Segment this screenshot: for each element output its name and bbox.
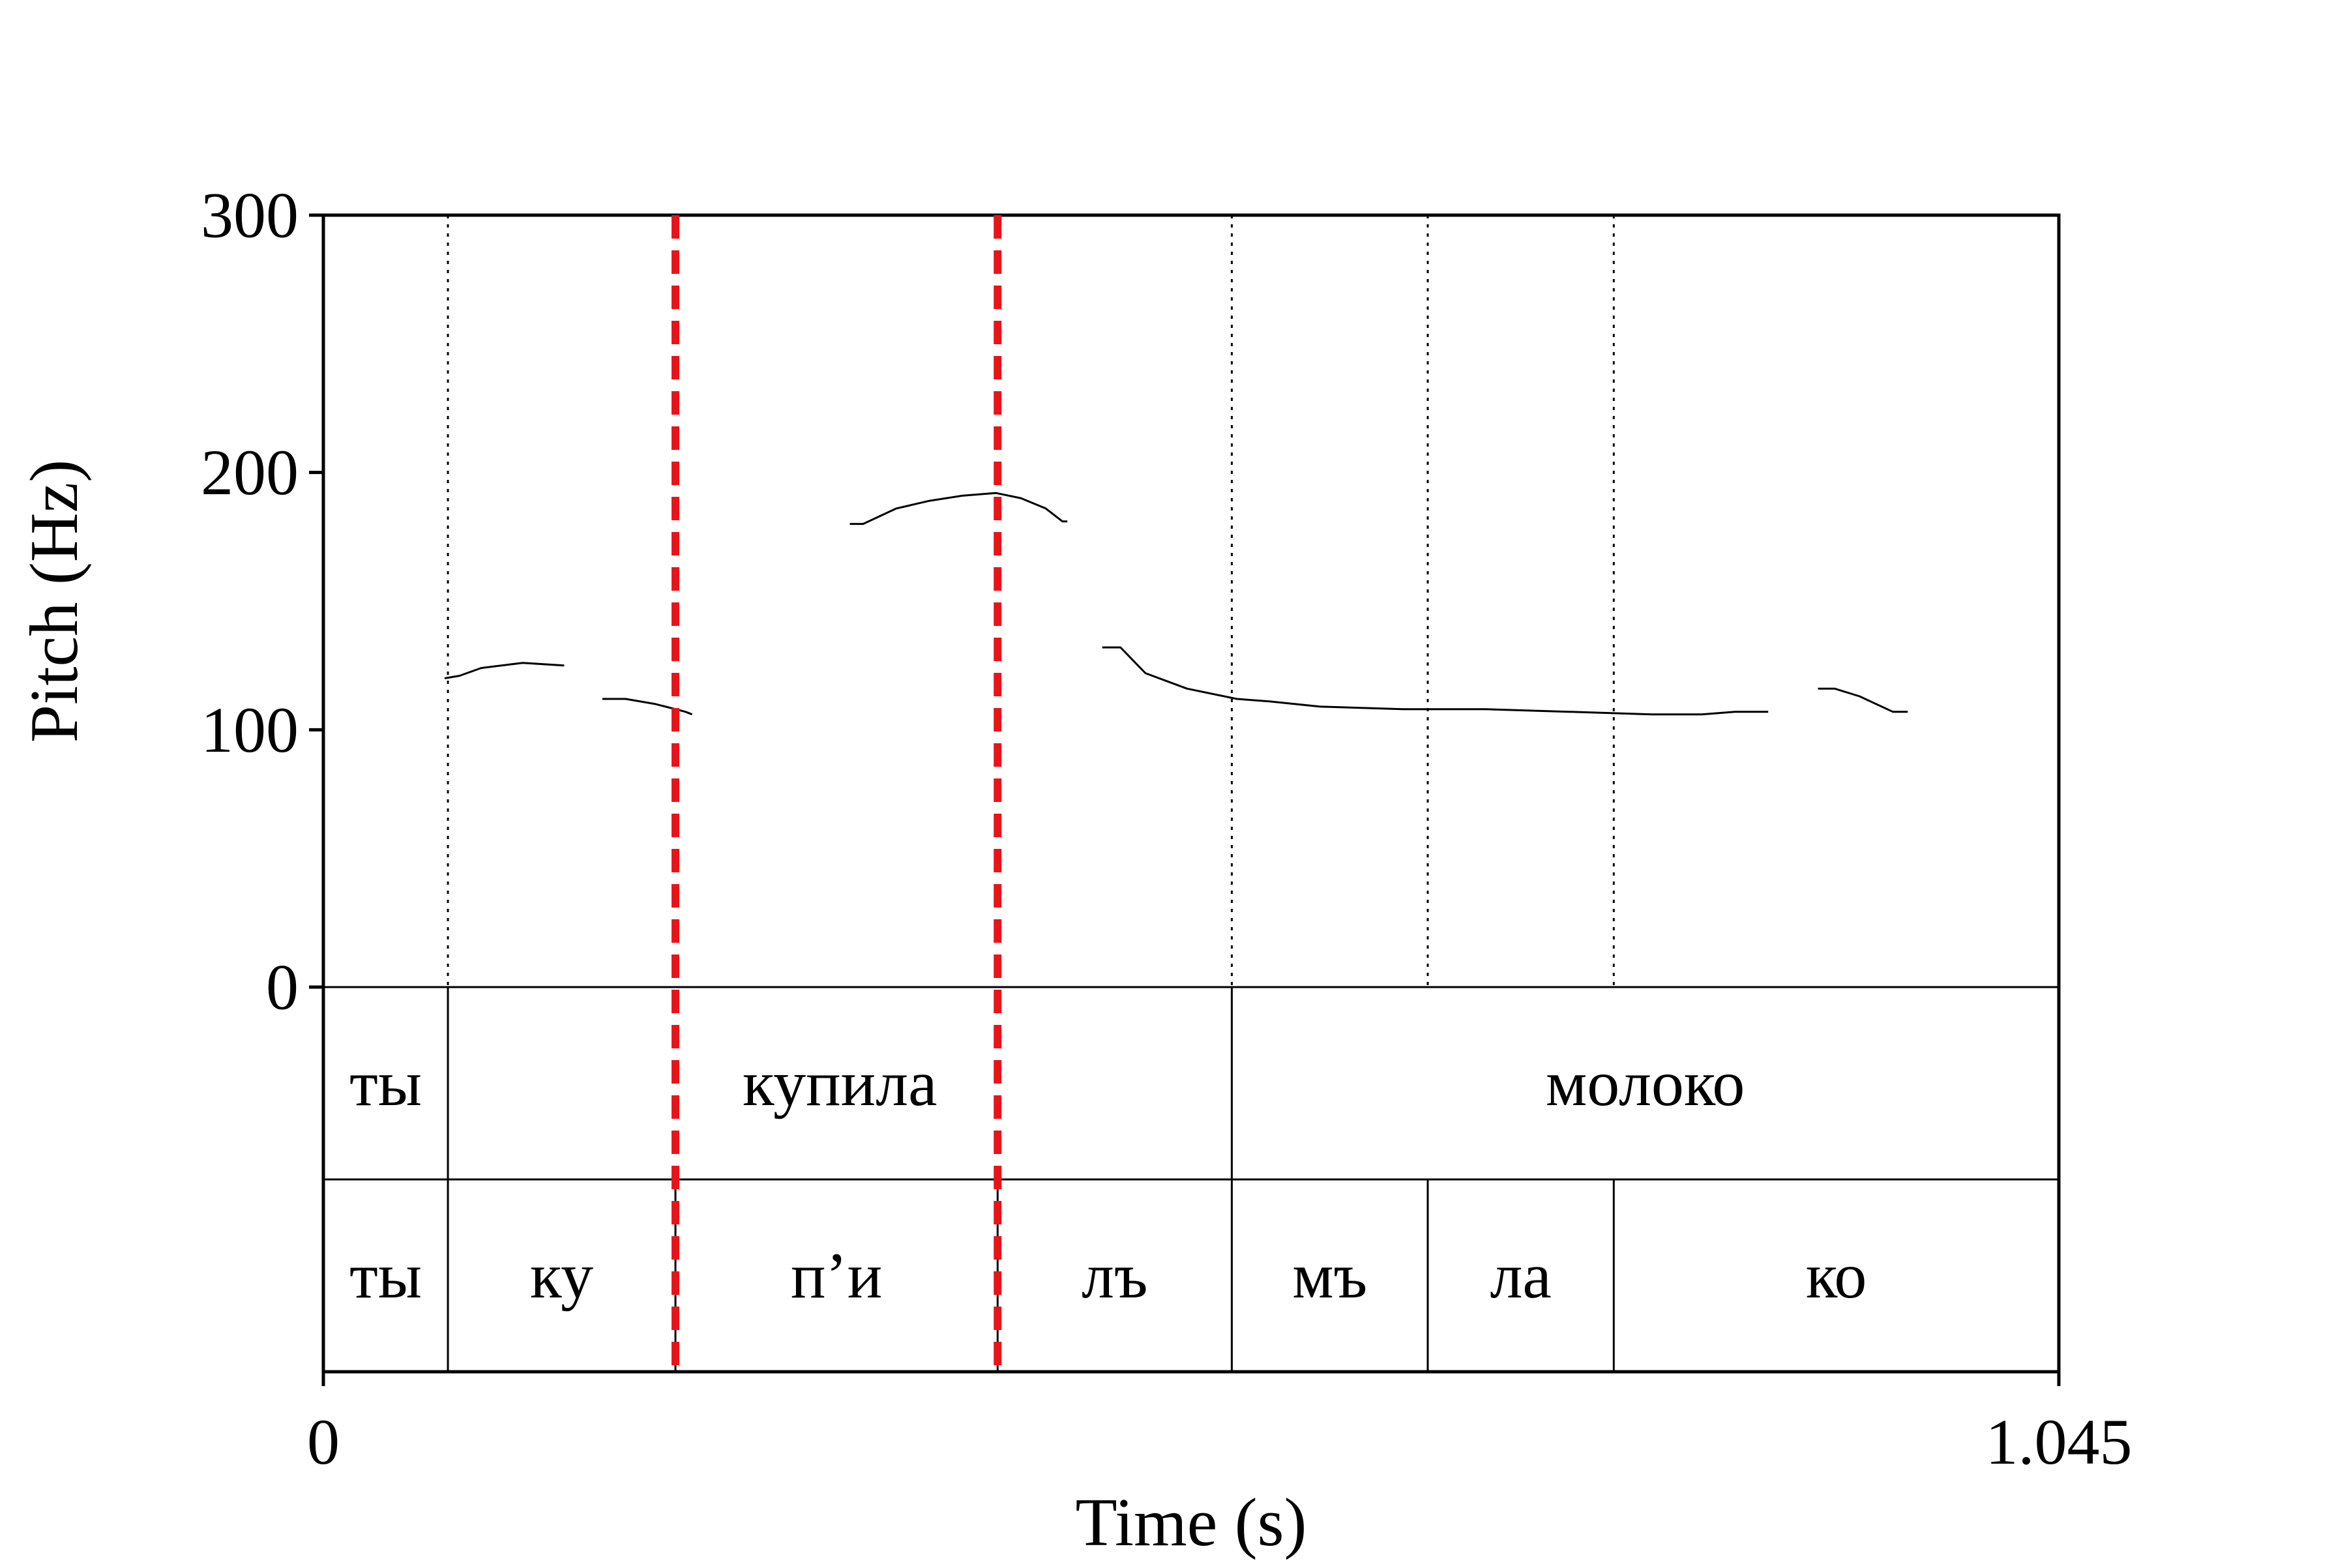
annotation-tiers: ты купила молоко ты ку п’и лъ мъ ла ко: [349, 987, 1867, 1372]
x-tick-label: 0: [307, 1406, 340, 1478]
syllable-label: ку: [530, 1239, 593, 1312]
y-tick-label: 200: [201, 436, 299, 509]
pitch-track: [444, 492, 1908, 716]
syllable-label: ла: [1490, 1239, 1552, 1312]
pitch-contour-segment: [1818, 687, 1908, 713]
word-label: ты: [349, 1047, 422, 1119]
axes: 0 100 200 300 0 1.045 Time (s) Pitch (Hz): [16, 179, 2133, 1561]
plot-border: [321, 213, 2061, 1374]
x-axis-title: Time (s): [1076, 1484, 1307, 1560]
syllable-label: п’и: [791, 1239, 882, 1312]
syllable-label: лъ: [1082, 1239, 1148, 1312]
highlight-boundaries: [672, 215, 1002, 1372]
y-tick-label: 0: [266, 951, 299, 1024]
pitch-contour-segment: [849, 492, 1068, 525]
syllable-label: мъ: [1292, 1239, 1367, 1312]
pitch-contour-segment: [1102, 646, 1769, 716]
boundary-lines: [447, 215, 1615, 987]
plot-frame: [321, 213, 2061, 1374]
x-tick-label: 1.045: [1986, 1406, 2133, 1478]
y-tick-label: 100: [201, 694, 299, 766]
pitch-contour-segment: [444, 662, 565, 679]
y-tick-label: 300: [201, 179, 299, 252]
y-axis-title: Pitch (Hz): [16, 460, 92, 743]
pitch-contour-segment: [602, 698, 693, 716]
syllable-label: ты: [349, 1239, 422, 1312]
word-label: купила: [743, 1047, 937, 1119]
syllable-label: ко: [1806, 1239, 1867, 1312]
word-label: молоко: [1546, 1047, 1745, 1119]
